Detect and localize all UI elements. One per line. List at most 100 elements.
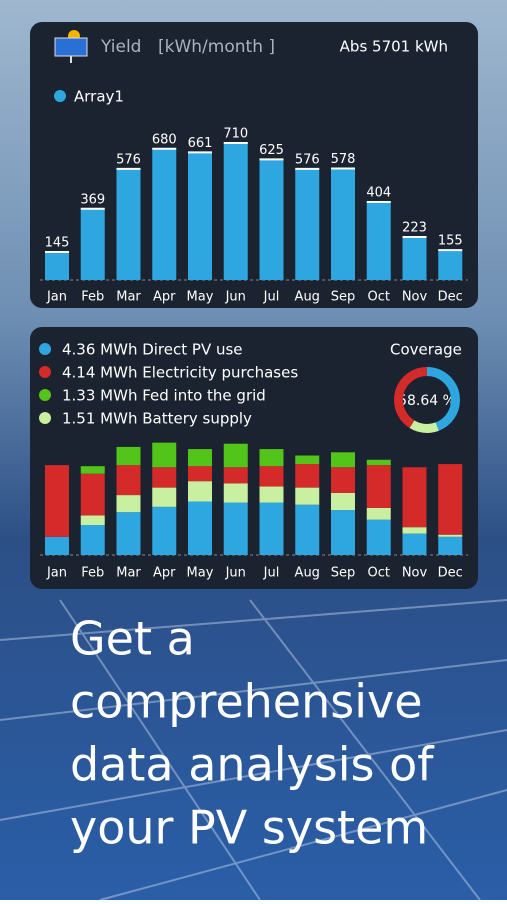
bar-segment [331, 452, 355, 468]
data-label: 576 [295, 152, 320, 167]
bar-segment [188, 466, 212, 482]
bar-segment [116, 465, 141, 496]
bar-segment [438, 534, 463, 537]
bar-segment [80, 466, 105, 474]
bar [295, 168, 320, 280]
donut-segment [394, 367, 460, 433]
legend-dot [39, 343, 51, 355]
data-label: 576 [116, 152, 141, 167]
bar-segment [188, 501, 212, 555]
unit: [kWh/month ] [158, 37, 275, 57]
data-label: 145 [45, 236, 70, 251]
x-tick-label: Feb [81, 290, 104, 305]
legend-label: 1.33 MWh Fed into the grid [62, 387, 266, 405]
bar-segment [366, 507, 391, 520]
bar [438, 250, 463, 280]
bar-segment [116, 446, 141, 466]
bar [116, 168, 141, 280]
x-tick-label: Jul [263, 566, 280, 581]
data-label: 661 [188, 136, 213, 151]
bar-segment [259, 466, 284, 487]
tagline: Get a comprehensive data analysis of your P… [70, 612, 435, 855]
bar-segment [223, 483, 248, 503]
bar-segment [331, 510, 355, 555]
chart-title: Yield [100, 37, 141, 57]
bar-segment [259, 486, 284, 503]
x-tick-label: Mar [116, 290, 141, 305]
bar-segment [438, 464, 463, 535]
data-label: 578 [331, 152, 356, 167]
x-tick-label: Apr [153, 566, 176, 581]
bar [152, 148, 177, 280]
x-tick-label: Oct [368, 290, 390, 305]
bar-segment [152, 442, 177, 468]
legend-label: 4.36 MWh Direct PV use [62, 341, 243, 359]
bar-segment [366, 459, 391, 466]
bar-segment [295, 504, 320, 555]
legend-dot [39, 412, 51, 424]
data-label: 625 [259, 143, 284, 158]
bar-segment [116, 512, 141, 555]
tagline-line: data analysis of [70, 738, 435, 792]
x-tick-label: Jun [225, 566, 246, 581]
tagline-line: your PV system [70, 801, 428, 855]
data-label: 223 [402, 220, 427, 235]
x-tick-label: Jul [263, 290, 280, 305]
x-tick-label: Sep [331, 566, 356, 581]
x-tick-label: Jan [46, 566, 67, 581]
bar-segment [80, 525, 105, 555]
bar [188, 152, 212, 280]
bar-segment [223, 467, 248, 484]
bar-segment [80, 515, 105, 526]
bar-segment [152, 487, 177, 507]
x-tick-label: Feb [81, 566, 104, 581]
bar-segment [331, 467, 355, 493]
bar-segment [402, 527, 427, 534]
donut-segment [394, 367, 460, 433]
tagline-line: Get a [70, 612, 195, 666]
x-tick-label: Oct [368, 566, 390, 581]
bar-segment [188, 449, 212, 467]
x-tick-label: May [187, 290, 214, 305]
bar [366, 202, 391, 280]
panel-lines [0, 599, 507, 901]
bar [45, 252, 69, 280]
legend-label: Array1 [74, 88, 124, 106]
x-tick-label: Mar [116, 566, 141, 581]
bar-segment [188, 481, 212, 502]
x-tick-label: Jun [225, 290, 246, 305]
bar-segment [152, 467, 177, 488]
x-tick-label: Dec [438, 290, 463, 305]
card [30, 327, 478, 589]
card [30, 22, 478, 308]
x-tick-label: Aug [295, 290, 320, 305]
legend-label: 1.51 MWh Battery supply [62, 410, 252, 428]
x-tick-label: Sep [331, 290, 356, 305]
bar-segment [80, 473, 105, 516]
bar-segment [116, 495, 141, 513]
legend-label: 4.14 MWh Electricity purchases [62, 364, 298, 382]
tagline-line: comprehensive [70, 675, 423, 729]
data-label: 404 [366, 186, 391, 201]
bar-segment [45, 536, 69, 555]
bar-segment [402, 533, 427, 555]
bar-segment [438, 536, 463, 555]
data-label: 369 [80, 192, 105, 207]
bar [331, 168, 355, 280]
x-tick-label: Nov [402, 290, 428, 305]
bar-segment [45, 465, 69, 537]
bar [223, 142, 248, 280]
bar-segment [295, 455, 320, 465]
bar-segment [223, 443, 248, 468]
data-label: 680 [152, 132, 177, 147]
data-label: 155 [438, 234, 463, 249]
x-tick-label: May [187, 566, 214, 581]
bar-segment [366, 465, 391, 508]
bar-segment [331, 492, 355, 511]
legend-dot [54, 90, 66, 102]
x-tick-label: Nov [402, 566, 428, 581]
x-tick-label: Jan [46, 290, 67, 305]
x-tick-label: Apr [153, 290, 176, 305]
legend-dot [39, 389, 51, 401]
